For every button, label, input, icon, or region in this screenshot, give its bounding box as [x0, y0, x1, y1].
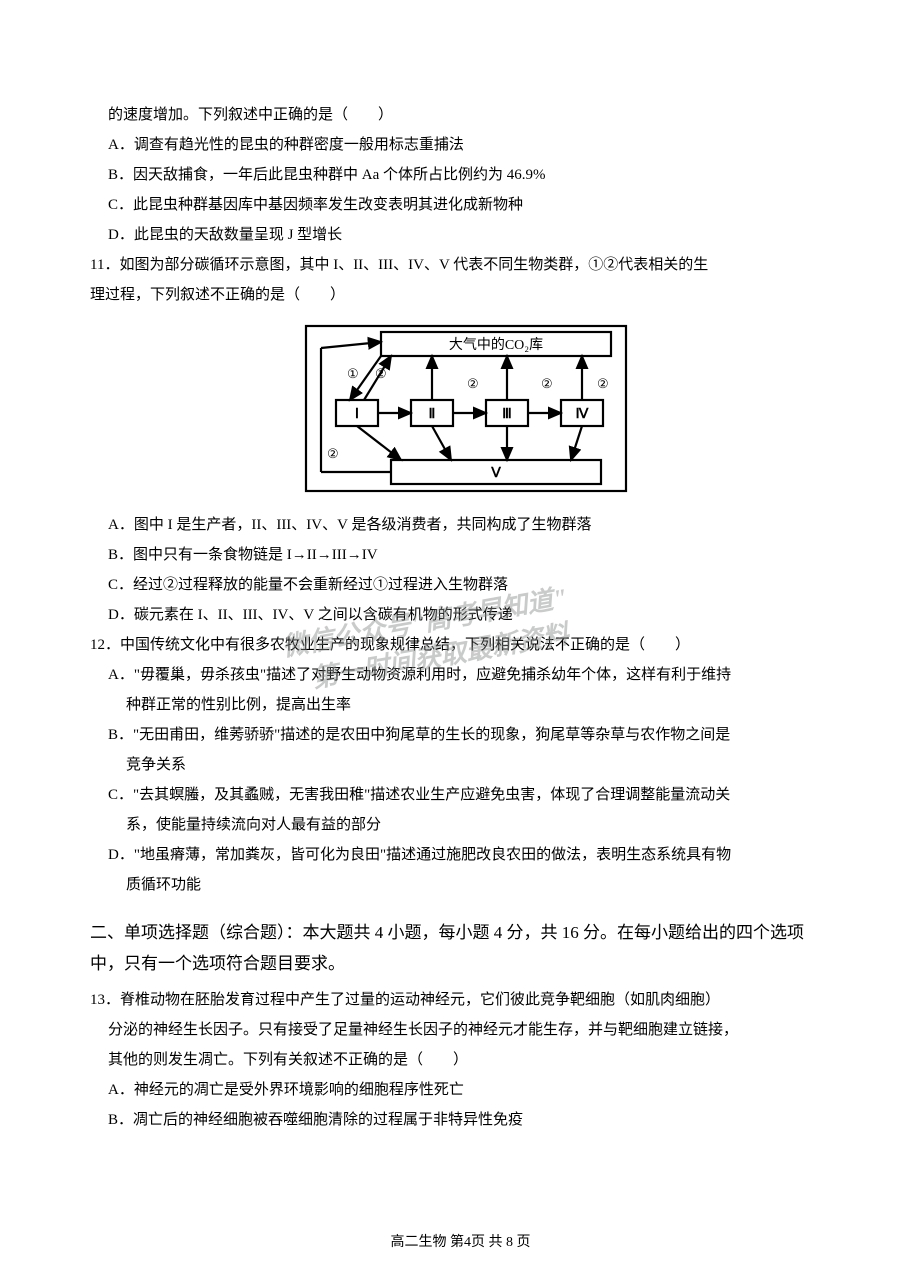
- q12-option-c-line2: 系，使能量持续流向对人最有益的部分: [90, 810, 831, 840]
- q12-option-c-line1: C．"去其螟螣，及其蟊贼，无害我田稚"描述农业生产应避免虫害，体现了合理调整能量…: [90, 780, 831, 810]
- svg-text:大气中的CO₂库: 大气中的CO₂库: [448, 337, 542, 353]
- svg-text:①: ①: [347, 366, 359, 381]
- q13-option-a: A．神经元的凋亡是受外界环境影响的细胞程序性死亡: [90, 1075, 831, 1105]
- q13-option-b: B．凋亡后的神经细胞被吞噬细胞清除的过程属于非特异性免疫: [90, 1105, 831, 1135]
- svg-text:②: ②: [327, 446, 339, 461]
- svg-text:②: ②: [375, 366, 387, 381]
- q13-stem-line3: 其他的则发生凋亡。下列有关叙述不正确的是（ ）: [90, 1045, 831, 1075]
- svg-text:②: ②: [541, 376, 553, 391]
- carbon-cycle-diagram: 大气中的CO₂库 Ⅰ Ⅱ Ⅲ Ⅳ Ⅴ ① ② ② ② ② ②: [90, 318, 831, 498]
- q10-option-b: B．因天敌捕食，一年后此昆虫种群中 Aa 个体所占比例约为 46.9%: [90, 160, 831, 190]
- q11-stem-line2: 理过程，下列叙述不正确的是（ ）: [90, 280, 831, 310]
- section-2-title: 二、单项选择题（综合题）：本大题共 4 小题，每小题 4 分，共 16 分。在每…: [90, 918, 831, 979]
- q13-stem-line2: 分泌的神经生长因子。只有接受了足量神经生长因子的神经元才能生存，并与靶细胞建立链…: [90, 1015, 831, 1045]
- svg-text:Ⅳ: Ⅳ: [575, 407, 589, 422]
- q12-option-b-line2: 竞争关系: [90, 750, 831, 780]
- page-footer: 高二生物 第4页 共 8 页: [0, 1231, 921, 1251]
- q10-option-c: C．此昆虫种群基因库中基因频率发生改变表明其进化成新物种: [90, 190, 831, 220]
- q10-tail: 的速度增加。下列叙述中正确的是（ ）: [90, 100, 831, 130]
- q12-stem: 12．中国传统文化中有很多农牧业生产的现象规律总结，下列相关说法不正确的是（ ）: [90, 630, 831, 660]
- svg-text:Ⅴ: Ⅴ: [490, 466, 501, 481]
- q10-option-a: A．调查有趋光性的昆虫的种群密度一般用标志重捕法: [90, 130, 831, 160]
- q12-option-d-line1: D．"地虽瘠薄，常加粪灰，皆可化为良田"描述通过施肥改良农田的做法，表明生态系统…: [90, 840, 831, 870]
- q11-option-b: B．图中只有一条食物链是 I→II→III→IV: [90, 540, 831, 570]
- q12-option-d-line2: 质循环功能: [90, 870, 831, 900]
- q11-option-c: C．经过②过程释放的能量不会重新经过①过程进入生物群落: [90, 570, 831, 600]
- q12-option-a-line2: 种群正常的性别比例，提高出生率: [90, 690, 831, 720]
- svg-text:Ⅲ: Ⅲ: [502, 407, 512, 422]
- q11-stem-line1: 11．如图为部分碳循环示意图，其中 I、II、III、IV、V 代表不同生物类群…: [90, 250, 831, 280]
- q12-option-a-line1: A．"毋覆巢，毋杀孩虫"描述了对野生动物资源利用时，应避免捕杀幼年个体，这样有利…: [90, 660, 831, 690]
- q11-option-a: A．图中 I 是生产者，II、III、IV、V 是各级消费者，共同构成了生物群落: [90, 510, 831, 540]
- svg-text:②: ②: [597, 376, 609, 391]
- svg-text:Ⅰ: Ⅰ: [354, 407, 358, 422]
- svg-text:②: ②: [467, 376, 479, 391]
- q13-stem-line1: 13．脊椎动物在胚胎发育过程中产生了过量的运动神经元，它们彼此竞争靶细胞（如肌肉…: [90, 985, 831, 1015]
- svg-text:Ⅱ: Ⅱ: [428, 407, 435, 422]
- q11-option-d: D．碳元素在 I、II、III、IV、V 之间以含碳有机物的形式传递: [90, 600, 831, 630]
- q12-option-b-line1: B．"无田甫田，维莠骄骄"描述的是农田中狗尾草的生长的现象，狗尾草等杂草与农作物…: [90, 720, 831, 750]
- q10-option-d: D．此昆虫的天敌数量呈现 J 型增长: [90, 220, 831, 250]
